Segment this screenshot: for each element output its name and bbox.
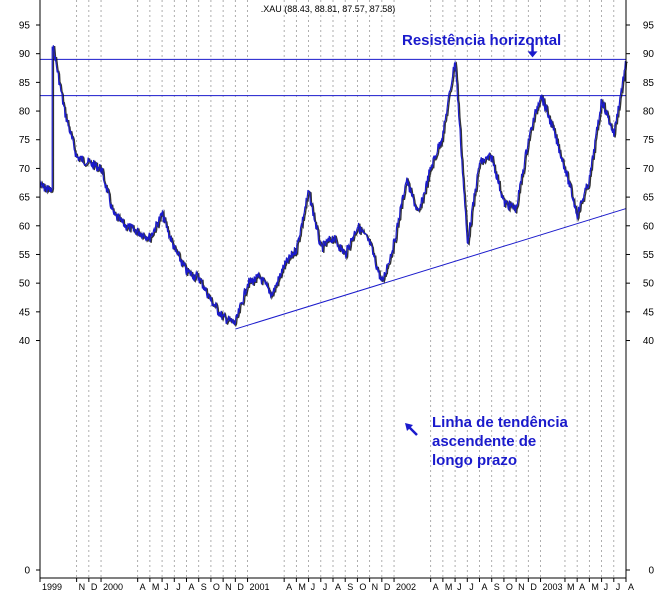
y-tick-label-right: 60: [643, 221, 655, 232]
axes: 1999 N D 2000 A M J J A S O N D 2001 A M J J A S O N D 2002 A M J J…: [19, 0, 655, 592]
price-series-line: [39, 45, 627, 326]
annotation-resistance: Resistência horizontal: [402, 32, 561, 49]
arrow-up-left-head-icon: [405, 423, 413, 431]
x-tick-label: A: [189, 582, 195, 592]
x-tick-label: J: [604, 582, 609, 592]
annotation-trend-line-3: longo prazo: [432, 452, 517, 469]
y-tick-label-left: 0: [24, 566, 30, 577]
y-tick-label-right: 95: [643, 21, 655, 32]
x-tick-label: 2000: [103, 582, 123, 592]
x-tick-label: J: [457, 582, 462, 592]
x-tick-label: J: [164, 582, 169, 592]
x-tick-label: N: [372, 582, 379, 592]
x-tick-label: N: [518, 582, 525, 592]
series-layer: [39, 45, 628, 327]
x-tick-label: 1999: [42, 582, 62, 592]
x-tick-label: M: [567, 582, 575, 592]
x-tick-label: A: [628, 582, 634, 592]
x-tick-label: M: [445, 582, 453, 592]
y-tick-label-left: 90: [19, 49, 31, 60]
y-tick-label-left: 40: [19, 336, 31, 347]
annotation-trend-line-1: Linha de tendência: [432, 414, 569, 431]
arrow-up-left-icon: [408, 426, 418, 436]
x-tick-label: S: [347, 582, 353, 592]
x-tick-label: O: [213, 582, 220, 592]
x-tick-label: A: [433, 582, 439, 592]
y-tick-label-right: 75: [643, 135, 655, 146]
x-tick-label: A: [482, 582, 488, 592]
y-tick-label-right: 0: [648, 566, 654, 577]
x-tick-label: S: [201, 582, 207, 592]
y-tick-label-left: 85: [19, 78, 31, 89]
chart-subtitle: .XAU (88.43, 88.81, 87.57, 87.58): [261, 4, 396, 14]
x-tick-label: M: [298, 582, 306, 592]
arrow-down-head-icon: [527, 51, 538, 58]
y-tick-label-left: 50: [19, 279, 31, 290]
x-tick-label: 2002: [396, 582, 416, 592]
y-tick-label-left: 70: [19, 164, 31, 175]
y-tick-label-left: 65: [19, 193, 31, 204]
x-tick-label: O: [506, 582, 513, 592]
x-tick-label: M: [152, 582, 160, 592]
y-tick-label-left: 80: [19, 107, 31, 118]
y-tick-label-left: 55: [19, 250, 31, 261]
annotations: Resistência horizontal Linha de tendência…: [402, 32, 569, 469]
y-tick-label-right: 90: [643, 49, 655, 60]
x-tick-label: J: [311, 582, 316, 592]
x-tick-label: D: [237, 582, 244, 592]
y-tick-label-right: 50: [643, 279, 655, 290]
y-tick-label-right: 65: [643, 193, 655, 204]
trend-line: [235, 208, 627, 330]
annotation-trend-line-2: ascendente de: [432, 433, 536, 450]
y-tick-label-right: 55: [643, 250, 655, 261]
x-tick-label: J: [176, 582, 181, 592]
x-tick-label: A: [286, 582, 292, 592]
x-tick-label: J: [469, 582, 474, 592]
x-tick-label: A: [579, 582, 585, 592]
grid: [39, 0, 627, 578]
x-tick-label: O: [359, 582, 366, 592]
y-tick-label-right: 70: [643, 164, 655, 175]
y-tick-label-left: 60: [19, 221, 31, 232]
x-tick-label: J: [323, 582, 328, 592]
x-tick-label: D: [530, 582, 537, 592]
x-tick-label: M: [591, 582, 599, 592]
y-tick-label-right: 80: [643, 107, 655, 118]
x-tick-label: D: [91, 582, 98, 592]
y-tick-label-left: 95: [19, 21, 31, 32]
x-tick-label: N: [79, 582, 86, 592]
x-tick-label: D: [384, 582, 391, 592]
y-tick-label-right: 85: [643, 78, 655, 89]
reference-lines: [40, 58, 627, 330]
x-tick-label: A: [335, 582, 341, 592]
x-tick-label: A: [140, 582, 146, 592]
x-tick-label: N: [225, 582, 232, 592]
y-tick-label-right: 45: [643, 307, 655, 318]
y-tick-label-right: 40: [643, 336, 655, 347]
x-tick-label: J: [616, 582, 621, 592]
x-tick-label: S: [494, 582, 500, 592]
x-tick-label: 2001: [250, 582, 270, 592]
x-tick-label: 2003: [543, 582, 563, 592]
y-tick-label-left: 45: [19, 307, 31, 318]
y-tick-label-left: 75: [19, 135, 31, 146]
